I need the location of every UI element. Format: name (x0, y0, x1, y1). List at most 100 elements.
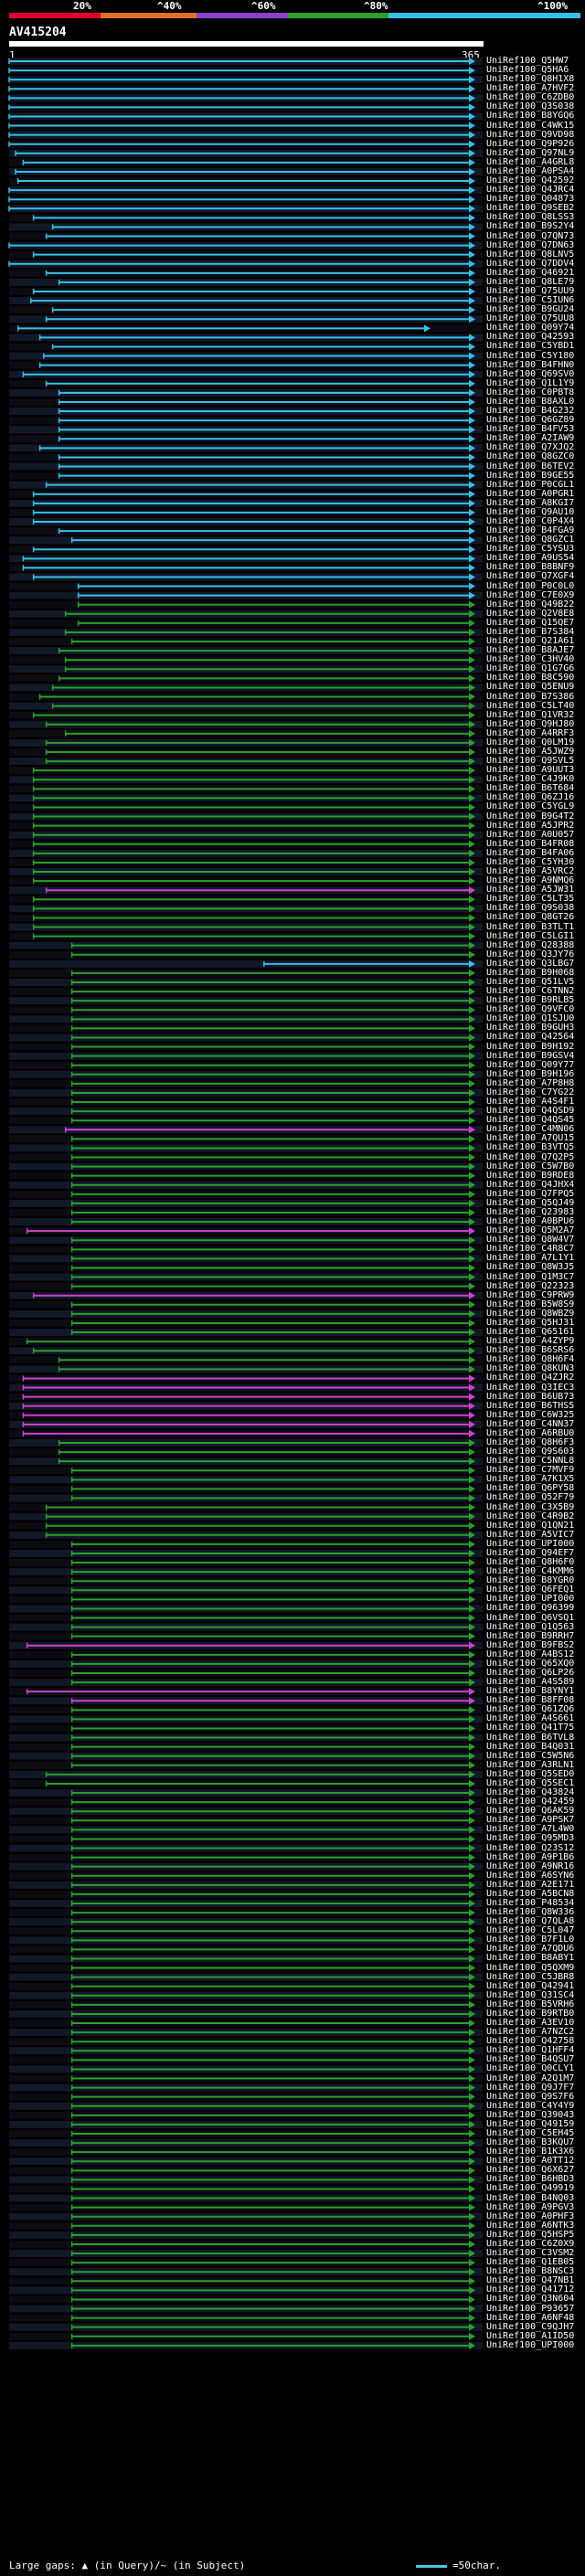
hit-label[interactable]: UniRef100_Q47NB1 (486, 2275, 575, 2286)
hit-label[interactable]: UniRef100_A9UUT3 (486, 765, 575, 776)
hit-label[interactable]: UniRef100_A4S4F1 (486, 1097, 575, 1108)
hit-label[interactable]: UniRef100_Q5HSP5 (486, 2229, 575, 2240)
hit-label[interactable]: UniRef100_Q4ZJR2 (486, 1373, 575, 1383)
hit-label[interactable]: UniRef100_Q04873 (486, 194, 575, 205)
hit-label[interactable]: UniRef100_C5W7B0 (486, 1161, 575, 1171)
hit-label[interactable]: UniRef100_C0PBT8 (486, 387, 575, 398)
hit-label[interactable]: UniRef100_C6ZDB0 (486, 92, 575, 103)
hit-label[interactable]: UniRef100_Q22323 (486, 1280, 575, 1291)
hit-label[interactable]: UniRef100_C4NN37 (486, 1418, 575, 1429)
hit-label[interactable]: UniRef100_C6Z0X9 (486, 2238, 575, 2249)
hit-label[interactable]: UniRef100_B8AJE7 (486, 645, 575, 656)
hit-label[interactable]: UniRef100_Q5M2A7 (486, 1225, 575, 1236)
hit-label[interactable]: UniRef100_C6TNN2 (486, 986, 575, 997)
hit-label[interactable]: UniRef100_B9FBS2 (486, 1639, 575, 1650)
hit-label[interactable]: UniRef100_C5W5N6 (486, 1750, 575, 1761)
hit-label[interactable]: UniRef100_A4GRL8 (486, 156, 575, 167)
hit-label[interactable]: UniRef100_B9GE55 (486, 470, 575, 481)
hit-label[interactable]: UniRef100_Q8W336 (486, 1907, 575, 1918)
hit-label[interactable]: UniRef100_C5Y180 (486, 350, 575, 361)
hit-label[interactable]: UniRef100_B6TVL8 (486, 1732, 575, 1743)
hit-label[interactable]: UniRef100_A1ID50 (486, 2330, 575, 2341)
hit-label[interactable]: UniRef100_Q31SC4 (486, 1989, 575, 2000)
hit-label[interactable]: UniRef100_B9RRH7 (486, 1630, 575, 1641)
hit-label[interactable]: UniRef100_Q4QS45 (486, 1115, 575, 1126)
hit-label[interactable]: UniRef100_Q9J7F7 (486, 2082, 575, 2093)
hit-label[interactable]: UniRef100_Q0LM19 (486, 737, 575, 747)
hit-label[interactable]: UniRef100_P48534 (486, 1898, 575, 1908)
hit-label[interactable]: UniRef100_A5BCN8 (486, 1888, 575, 1899)
hit-label[interactable]: UniRef100_Q6ZJ16 (486, 792, 575, 803)
hit-label[interactable]: UniRef100_A0PGR1 (486, 488, 575, 499)
hit-label[interactable]: UniRef100_Q41T75 (486, 1723, 575, 1733)
hit-label[interactable]: UniRef100_B8YGR0 (486, 1575, 575, 1586)
hit-label[interactable]: UniRef100_Q8WBZ9 (486, 1308, 575, 1319)
hit-label[interactable]: UniRef100_A7L1Y1 (486, 1253, 575, 1264)
hit-label[interactable]: UniRef100_Q3S038 (486, 101, 575, 112)
hit-label[interactable]: UniRef100_Q8W3J5 (486, 1262, 575, 1273)
hit-label[interactable]: UniRef100_B3VTQ5 (486, 1142, 575, 1153)
hit-label[interactable]: UniRef100_A6SYN6 (486, 1870, 575, 1881)
hit-label[interactable]: UniRef100_A7K1X5 (486, 1474, 575, 1485)
hit-label[interactable]: UniRef100_Q7FPQ5 (486, 1188, 575, 1199)
hit-label[interactable]: UniRef100_C5JBR8 (486, 1971, 575, 1982)
hit-label[interactable]: UniRef100_Q51LV5 (486, 977, 575, 987)
hit-label[interactable]: UniRef100_Q8LE79 (486, 276, 575, 287)
hit-label[interactable]: UniRef100_B8NSC3 (486, 2266, 575, 2277)
hit-label[interactable]: UniRef100_C3HV40 (486, 654, 575, 665)
hit-label[interactable]: UniRef100_C4R9B2 (486, 1511, 575, 1521)
hit-label[interactable]: UniRef100_C5L047 (486, 1925, 575, 1936)
hit-label[interactable]: UniRef100_B6HBD3 (486, 2174, 575, 2185)
hit-label[interactable]: UniRef100_Q9S038 (486, 903, 575, 914)
hit-label[interactable]: UniRef100_Q8LSS3 (486, 212, 575, 223)
hit-label[interactable]: UniRef100_B4FGA9 (486, 525, 575, 536)
hit-label[interactable]: UniRef100_Q3IEC3 (486, 1382, 575, 1393)
hit-label[interactable]: UniRef100_Q3JY76 (486, 949, 575, 959)
hit-label[interactable]: UniRef100_Q42941 (486, 1980, 575, 1991)
hit-label[interactable]: UniRef100_B4QSU7 (486, 2054, 575, 2065)
hit-label[interactable]: UniRef100_A3EV10 (486, 2018, 575, 2029)
hit-label[interactable]: UniRef100_B9GU24 (486, 304, 575, 315)
hit-label[interactable]: UniRef100_UPI000 (486, 2339, 575, 2350)
hit-label[interactable]: UniRef100_Q39043 (486, 2109, 575, 2120)
hit-label[interactable]: UniRef100_Q6X627 (486, 2165, 575, 2176)
hit-label[interactable]: UniRef100_Q9S7F6 (486, 2091, 575, 2102)
hit-label[interactable]: UniRef100_Q42459 (486, 1797, 575, 1807)
hit-label[interactable]: UniRef100_C4Y4Y9 (486, 2100, 575, 2111)
hit-label[interactable]: UniRef100_A7QDU6 (486, 1944, 575, 1955)
hit-label[interactable]: UniRef100_Q1VR32 (486, 709, 575, 720)
hit-label[interactable]: UniRef100_A5JWZ9 (486, 747, 575, 757)
hit-label[interactable]: UniRef100_Q9VD98 (486, 129, 575, 140)
hit-label[interactable]: UniRef100_Q4QSD9 (486, 1106, 575, 1117)
hit-label[interactable]: UniRef100_C7MVF9 (486, 1465, 575, 1476)
hit-label[interactable]: UniRef100_B6SRS6 (486, 1345, 575, 1356)
hit-label[interactable]: UniRef100_A4RRF3 (486, 727, 575, 738)
hit-label[interactable]: UniRef100_C0P4X4 (486, 516, 575, 526)
hit-label[interactable]: UniRef100_A5VRC2 (486, 866, 575, 877)
hit-label[interactable]: UniRef100_Q1M3C7 (486, 1271, 575, 1282)
hit-label[interactable]: UniRef100_C3X5B9 (486, 1501, 575, 1512)
hit-label[interactable]: UniRef100_Q21A61 (486, 636, 575, 647)
hit-label[interactable]: UniRef100_Q6LP26 (486, 1668, 575, 1678)
hit-label[interactable]: UniRef100_A9NR16 (486, 1860, 575, 1871)
hit-label[interactable]: UniRef100_Q69SV0 (486, 368, 575, 379)
hit-label[interactable]: UniRef100_A2E171 (486, 1879, 575, 1890)
hit-label[interactable]: UniRef100_A7L4W0 (486, 1824, 575, 1835)
hit-label[interactable]: UniRef100_Q8H6F0 (486, 1557, 575, 1568)
hit-label[interactable]: UniRef100_Q43824 (486, 1787, 575, 1798)
hit-label[interactable]: UniRef100_Q7DDV4 (486, 258, 575, 269)
hit-label[interactable]: UniRef100_A7QU15 (486, 1133, 575, 1144)
hit-label[interactable]: UniRef100_B9RTB0 (486, 2008, 575, 2019)
hit-label[interactable]: UniRef100_C4KMM6 (486, 1566, 575, 1577)
hit-label[interactable]: UniRef100_Q42758 (486, 2036, 575, 2047)
hit-label[interactable]: UniRef100_A7P8H8 (486, 1077, 575, 1088)
hit-label[interactable]: UniRef100_A0BPU6 (486, 1216, 575, 1227)
hit-label[interactable]: UniRef100_P93657 (486, 2303, 575, 2314)
hit-label[interactable]: UniRef100_Q6FEQ1 (486, 1585, 575, 1595)
hit-label[interactable]: UniRef100_Q94EF7 (486, 1547, 575, 1558)
hit-label[interactable]: UniRef100_Q9SEB2 (486, 203, 575, 214)
hit-label[interactable]: UniRef100_A5JPR2 (486, 820, 575, 831)
hit-label[interactable]: UniRef100_Q1Q563 (486, 1621, 575, 1632)
hit-label[interactable]: UniRef100_Q6GZ89 (486, 415, 575, 426)
hit-label[interactable]: UniRef100_Q9S603 (486, 1447, 575, 1458)
